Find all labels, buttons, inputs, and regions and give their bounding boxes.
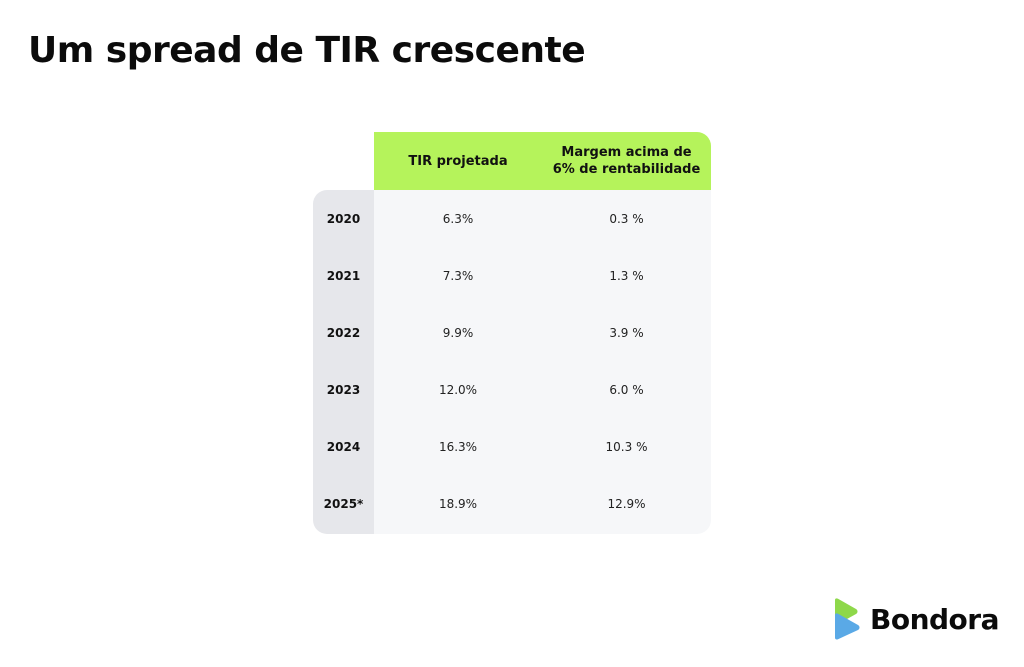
table-row: 2023 12.0% 6.0 % [313, 361, 711, 418]
year-cell: 2020 [326, 211, 361, 226]
table-row: 2022 9.9% 3.9 % [313, 304, 711, 361]
column-header-tir: TIR projetada [408, 153, 508, 169]
bondora-logo-icon [835, 598, 860, 640]
table-row: 2025* 18.9% 12.9% [313, 475, 711, 532]
bondora-logo-text: Bondora [870, 602, 1000, 636]
tir-cell: 18.9% [438, 496, 478, 511]
margem-cell: 3.9 % [609, 325, 644, 340]
page-title: Um spread de TIR crescente [28, 30, 586, 71]
margem-cell: 6.0 % [609, 382, 644, 397]
year-column-background [313, 190, 374, 534]
margem-cell: 10.3 % [605, 439, 648, 454]
table-row: 2024 16.3% 10.3 % [313, 418, 711, 475]
year-cell: 2022 [326, 325, 361, 340]
year-cell: 2025* [323, 496, 364, 511]
tir-cell: 6.3% [442, 211, 474, 226]
tir-cell: 12.0% [438, 382, 478, 397]
tir-cell: 16.3% [438, 439, 478, 454]
year-cell: 2021 [326, 268, 361, 283]
margem-cell: 12.9% [607, 496, 646, 511]
bondora-logo: Bondora [832, 598, 1000, 640]
tir-cell: 7.3% [442, 268, 474, 283]
irr-table: TIR projetada Margem acima de 6% de rent… [313, 132, 711, 534]
tir-cell: 9.9% [442, 325, 474, 340]
table-header-background [374, 132, 711, 190]
table-row: 2021 7.3% 1.3 % [313, 247, 711, 304]
column-header-margem: Margem acima de 6% de rentabilidade [552, 145, 701, 177]
table-row: 2020 6.3% 0.3 % [313, 190, 711, 247]
margem-cell: 1.3 % [609, 268, 644, 283]
year-cell: 2024 [326, 439, 361, 454]
year-cell: 2023 [326, 382, 361, 397]
table-body-background [374, 190, 711, 534]
margem-cell: 0.3 % [609, 211, 644, 226]
